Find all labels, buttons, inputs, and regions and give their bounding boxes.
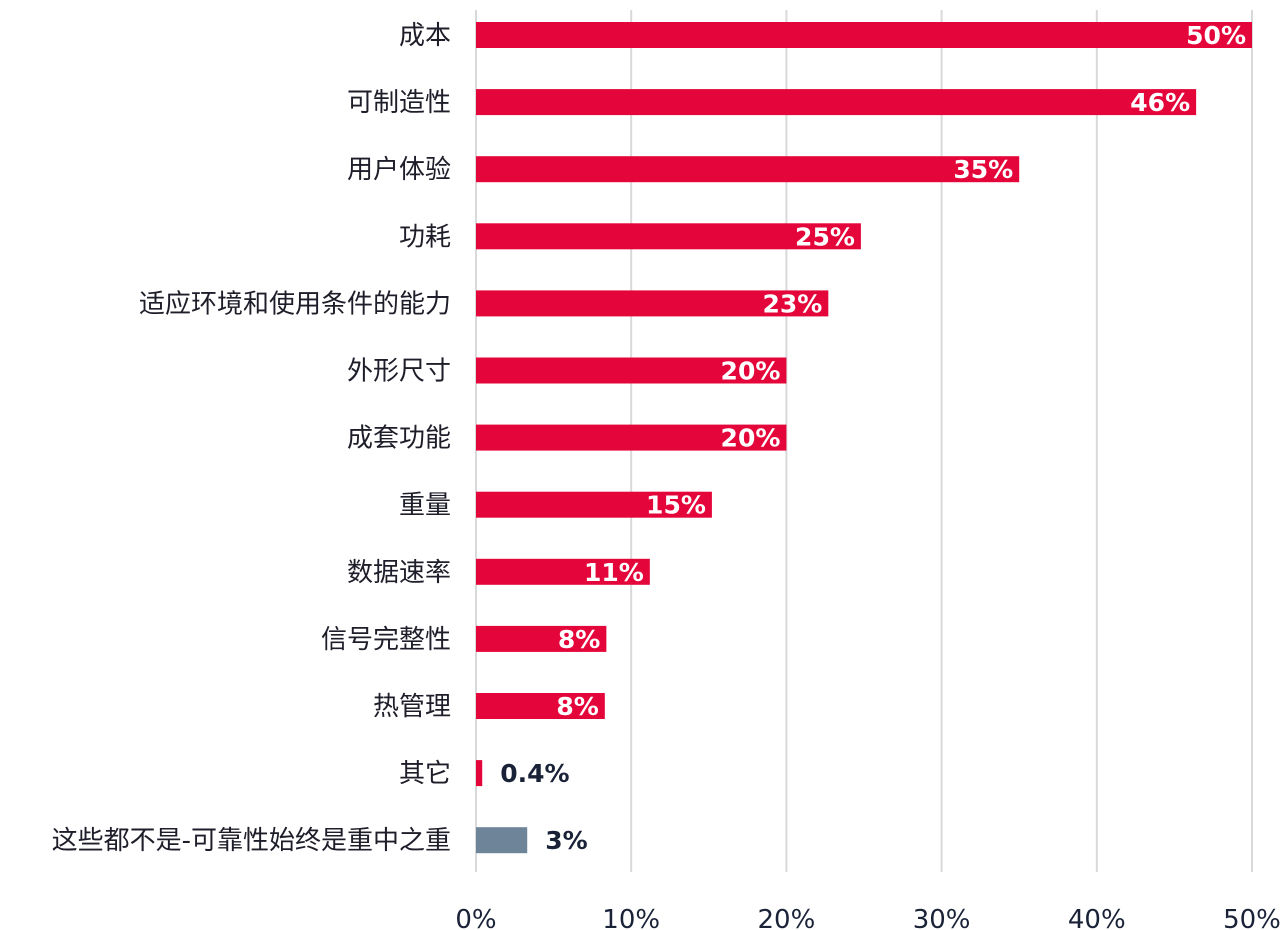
category-label: 重量 [399,491,451,521]
data-label: 15% [646,491,706,520]
x-tick-label: 50% [1223,905,1280,930]
data-label: 8% [556,692,598,721]
bar [476,693,605,719]
category-label: 适应环境和使用条件的能力 [139,289,451,319]
x-tick-label: 10% [602,905,660,930]
data-label: 20% [721,424,781,453]
x-tick-label: 0% [455,905,496,930]
bar [476,491,712,518]
bar [476,625,607,652]
x-tick-label: 30% [913,905,971,930]
data-label: 46% [1130,88,1190,117]
data-label: 35% [953,155,1013,184]
category-label: 成套功能 [347,424,451,454]
data-label: 50% [1186,21,1246,50]
bar [476,156,1020,183]
data-label: 8% [558,625,600,654]
data-label: 3% [545,826,587,855]
bar [476,223,861,250]
category-label: 可制造性 [347,88,451,118]
data-label: 23% [762,289,822,318]
bar [476,827,528,854]
bar [476,558,650,585]
category-label: 信号完整性 [321,625,451,655]
x-tick-label: 40% [1068,905,1126,930]
bar [476,760,483,787]
category-label: 功耗 [399,222,451,252]
category-label: 成本 [399,21,451,51]
x-tick-label: 20% [758,905,816,930]
data-label: 25% [795,222,855,251]
bar [476,22,1252,48]
data-label: 11% [584,558,644,587]
x-axis-tick-layer: 0% 10% 20% 30% 40% 50% [455,905,1280,930]
category-label: 数据速率 [347,558,451,588]
category-label-layer: 成本可制造性用户体验功耗适应环境和使用条件的能力外形尺寸成套功能重量数据速率信号… [52,21,451,856]
category-label: 热管理 [373,692,451,722]
bar [476,89,1197,116]
bar-layer: 50% 46% 35% 25% 23% 20% 20% 15% 11% 8% 8% 0.4% 3% [476,21,1252,855]
bar [476,424,787,451]
data-label: 0.4% [500,759,569,788]
category-label: 用户体验 [347,155,451,185]
category-label: 这些都不是-可靠性始终是重中之重 [52,826,451,856]
category-label: 外形尺寸 [347,357,451,387]
category-label: 其它 [399,759,451,789]
bar [476,290,829,317]
bar [476,357,787,384]
data-label: 20% [721,357,781,386]
